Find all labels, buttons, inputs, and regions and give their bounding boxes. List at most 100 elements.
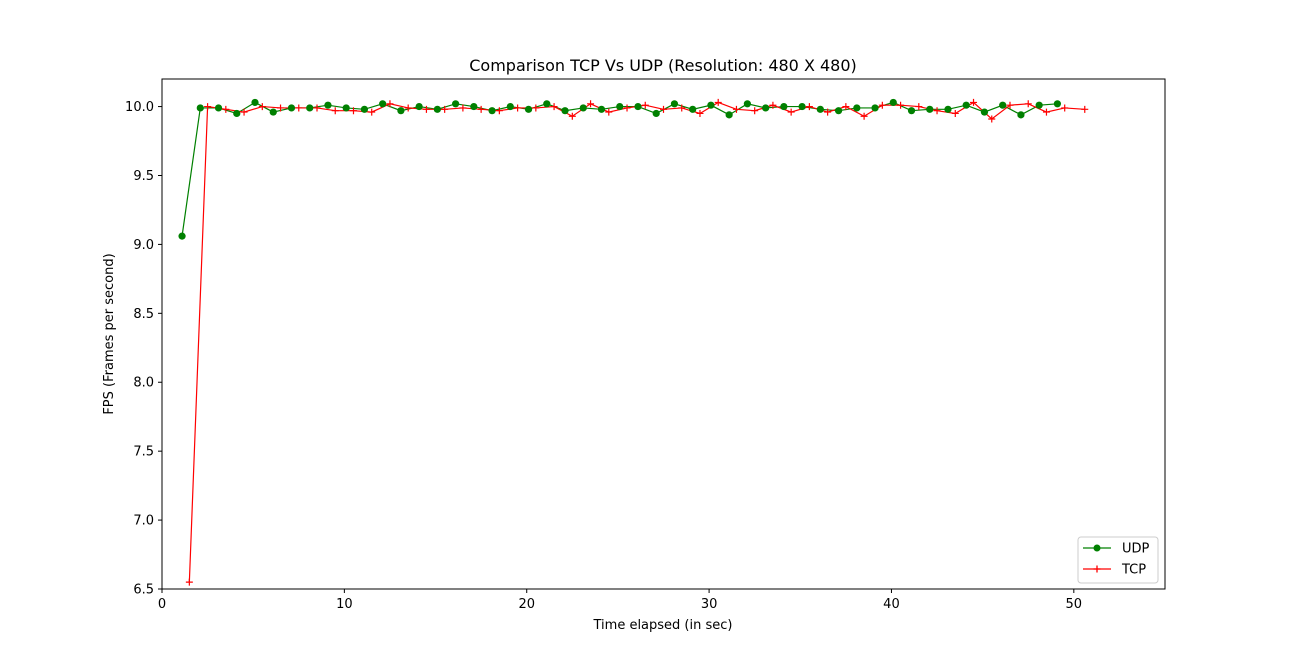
tcp-data-point xyxy=(751,107,759,115)
plot-frame xyxy=(161,78,1166,590)
tcp-data-point xyxy=(441,105,449,113)
udp-data-point xyxy=(379,100,387,108)
udp-data-point xyxy=(287,104,296,112)
tcp-data-point xyxy=(769,101,777,109)
tcp-data-point xyxy=(514,104,522,112)
tcp-data-point xyxy=(933,107,941,115)
udp-data-point xyxy=(306,104,314,112)
udp-data-point xyxy=(360,105,369,113)
udp-data-point xyxy=(452,100,460,108)
tcp-data-point xyxy=(532,104,540,112)
y-tick-label: 6.5 xyxy=(133,583,154,598)
tcp-data-point xyxy=(988,115,996,123)
tcp-data-point xyxy=(970,98,978,106)
tcp-data-point xyxy=(386,100,394,108)
udp-data-point xyxy=(543,100,551,108)
tcp-data-point xyxy=(222,105,230,113)
udp-data-point xyxy=(634,102,642,111)
udp-data-point xyxy=(1017,111,1025,119)
legend-tcp-marker xyxy=(1093,565,1101,573)
udp-data-point xyxy=(652,109,660,118)
x-tick-label: 40 xyxy=(883,597,900,612)
udp-data-point xyxy=(889,98,897,107)
udp-data-point xyxy=(433,105,441,113)
legend-tcp-label: TCP xyxy=(1121,563,1146,578)
udp-data-point xyxy=(670,100,679,108)
tcp-data-point xyxy=(714,98,722,106)
plot-axes: 0 10 20 30 40 50 6.5 7.0 7.5 8.0 8.5 9.0 9.5 10.0 xyxy=(125,78,1166,612)
udp-data-point xyxy=(561,107,569,115)
tcp-data-point xyxy=(295,104,303,112)
tcp-data-point xyxy=(331,107,339,115)
udp-data-point xyxy=(834,107,843,115)
tcp-data-point xyxy=(477,105,485,113)
y-tick-label: 10.0 xyxy=(125,100,154,115)
tcp-data-point xyxy=(842,103,850,111)
tcp-data-point xyxy=(915,103,923,111)
legend-udp-label: UDP xyxy=(1122,542,1150,557)
chart-title: Comparison TCP Vs UDP (Resolution: 480 X… xyxy=(469,56,857,75)
tcp-data-point xyxy=(897,101,905,109)
tcp-data-point xyxy=(204,103,212,111)
tcp-data-point xyxy=(623,104,631,112)
tcp-data-point xyxy=(404,104,412,112)
tcp-data-point xyxy=(258,103,266,111)
tcp-series-line xyxy=(188,101,1085,583)
x-tick-label: 10 xyxy=(336,597,353,612)
tcp-data-point xyxy=(787,108,795,116)
tcp-data-point xyxy=(660,105,667,113)
udp-data-point xyxy=(251,98,259,107)
x-tick-label: 50 xyxy=(1066,597,1083,612)
series-lines xyxy=(181,101,1085,583)
series-markers xyxy=(178,98,1089,586)
udp-data-point xyxy=(597,105,606,113)
tcp-data-point xyxy=(550,103,558,111)
legend-udp-marker xyxy=(1093,544,1101,552)
tcp-data-point xyxy=(1006,101,1014,109)
udp-data-point xyxy=(1035,101,1043,109)
udp-data-point xyxy=(233,109,241,118)
udp-data-point xyxy=(798,102,806,111)
tcp-data-point xyxy=(349,107,357,115)
tcp-data-point xyxy=(185,578,193,586)
udp-data-point xyxy=(816,105,824,113)
udp-data-point xyxy=(269,108,277,116)
tcp-data-point xyxy=(495,107,503,115)
udp-data-point xyxy=(324,101,332,109)
tcp-data-point xyxy=(422,105,430,113)
udp-data-point xyxy=(962,101,970,109)
udp-data-point xyxy=(506,102,514,111)
udp-data-point xyxy=(488,107,496,115)
udp-data-point xyxy=(689,105,697,113)
udp-data-point xyxy=(853,104,861,112)
tcp-data-point xyxy=(878,101,886,109)
udp-data-point xyxy=(707,101,715,109)
udp-data-point xyxy=(470,102,478,111)
y-tick-label: 9.5 xyxy=(133,169,154,184)
udp-data-point xyxy=(415,102,423,111)
udp-data-point xyxy=(1053,100,1062,108)
tcp-data-point xyxy=(1061,104,1069,112)
udp-data-point xyxy=(196,104,204,112)
x-axis-title: Time elapsed (in sec) xyxy=(593,618,733,633)
y-tick-label: 8.0 xyxy=(133,376,154,391)
udp-data-point xyxy=(743,100,751,108)
udp-data-point xyxy=(980,108,989,116)
tcp-data-point xyxy=(605,108,613,116)
y-tick-label: 9.0 xyxy=(133,238,154,253)
tcp-data-point xyxy=(860,112,868,120)
y-tick-label: 7.0 xyxy=(133,514,154,529)
udp-data-point xyxy=(579,104,587,112)
tcp-data-point xyxy=(459,104,467,112)
tcp-data-point xyxy=(696,109,704,117)
tcp-data-point xyxy=(678,104,686,112)
tcp-data-point xyxy=(240,108,248,116)
y-tick-label: 8.5 xyxy=(133,307,154,322)
udp-data-point xyxy=(397,107,405,115)
tcp-data-point xyxy=(368,108,376,116)
tcp-data-point xyxy=(313,104,321,112)
udp-data-point xyxy=(926,105,934,113)
y-tick-label: 7.5 xyxy=(133,445,154,460)
tcp-data-point xyxy=(1081,105,1089,113)
